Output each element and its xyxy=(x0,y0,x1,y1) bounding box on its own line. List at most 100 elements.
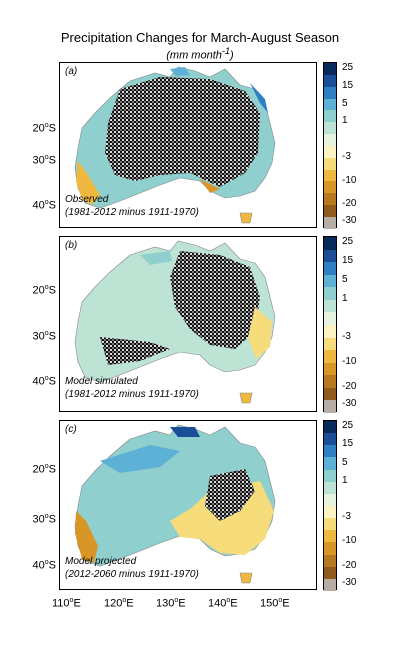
colorbar-swatch xyxy=(324,337,336,351)
colorbar-label: -20 xyxy=(342,559,357,571)
colorbar-swatch xyxy=(324,181,336,194)
colorbar-label: 5 xyxy=(342,274,348,285)
colorbar-swatch xyxy=(324,554,336,567)
colorbar-swatch xyxy=(324,530,336,543)
colorbar-swatch xyxy=(324,350,336,363)
colorbar-swatch xyxy=(324,400,336,413)
colorbar-swatch xyxy=(324,237,336,250)
colorbar-label: -3 xyxy=(342,330,351,342)
lat-label-40s: 40oS xyxy=(32,559,57,572)
panel-letter: (a) xyxy=(65,66,78,77)
lon-label-140e: 140oE xyxy=(208,597,238,610)
colorbar-label: -3 xyxy=(342,511,351,523)
lat-label-20s: 20oS xyxy=(32,122,57,135)
drying-region xyxy=(200,179,220,193)
colorbar-swatch xyxy=(324,249,336,263)
colorbar-swatch xyxy=(324,375,336,388)
colorbar-swatch xyxy=(324,157,336,170)
lon-label-120e: 120oE xyxy=(104,597,134,610)
colorbar-label: -30 xyxy=(342,214,357,226)
colorbar-swatch xyxy=(324,169,336,182)
colorbar-swatch xyxy=(324,469,336,482)
colorbar-swatch xyxy=(324,216,336,229)
lat-label-30s: 30oS xyxy=(32,513,57,526)
colorbar-label: -20 xyxy=(342,198,357,210)
colorbar-swatch xyxy=(324,274,336,288)
colorbar-swatch xyxy=(324,362,336,376)
colorbar-label: -10 xyxy=(342,174,357,186)
colorbar-swatch xyxy=(324,287,336,300)
significance-hatching xyxy=(205,469,255,521)
significance-hatching xyxy=(170,251,260,349)
lat-label-20s: 20oS xyxy=(32,463,57,476)
colorbar-label: 1 xyxy=(342,292,348,304)
colorbar-a xyxy=(323,62,337,229)
colorbar-label: 1 xyxy=(342,474,348,486)
colorbar-swatch xyxy=(324,145,336,158)
wetting-region xyxy=(250,83,268,113)
colorbar-swatch xyxy=(324,387,336,401)
colorbar-b xyxy=(323,236,337,413)
colorbar-swatch xyxy=(324,578,336,591)
colorbar-swatch xyxy=(324,445,336,458)
colorbar-swatch xyxy=(324,421,336,434)
colorbar-label: 5 xyxy=(342,97,348,109)
figure-title: Precipitation Changes for March-August S… xyxy=(60,30,340,45)
colorbar-label: 1 xyxy=(342,115,348,127)
colorbar-swatch xyxy=(324,505,336,519)
significance-hatching xyxy=(100,337,170,365)
colorbar-swatch xyxy=(324,74,336,87)
figure-units: (mm month-1) xyxy=(166,46,234,62)
wetting-region xyxy=(170,67,190,76)
colorbar-swatch xyxy=(324,542,336,555)
wetting-region xyxy=(100,445,180,473)
panel-caption: Model projected (2012-2060 minus 1911-19… xyxy=(65,556,199,580)
colorbar-label: -10 xyxy=(342,355,357,367)
colorbar-swatch xyxy=(324,433,336,446)
colorbar-swatch xyxy=(324,205,336,217)
tasmania xyxy=(239,212,253,224)
lon-label-130e: 130oE xyxy=(156,597,186,610)
colorbar-swatch xyxy=(324,98,336,111)
colorbar-swatch xyxy=(324,493,336,506)
colorbar-label: -10 xyxy=(342,535,357,547)
colorbar-swatch xyxy=(324,324,336,338)
wetting-region xyxy=(140,251,172,265)
tasmania xyxy=(239,572,253,584)
colorbar-label: 25 xyxy=(342,420,354,432)
lon-label-150e: 150oE xyxy=(260,597,290,610)
colorbar-swatch xyxy=(324,481,336,494)
colorbar-swatch xyxy=(324,110,336,123)
colorbar-label: 15 xyxy=(342,438,354,450)
australia-map-b xyxy=(74,240,276,404)
lat-label-20s: 20oS xyxy=(32,284,57,297)
panel-letter: (b) xyxy=(65,240,78,251)
australia-map-a xyxy=(74,66,276,224)
colorbar-label: 25 xyxy=(342,61,354,73)
panel-caption: Observed (1981-2012 minus 1911-1970) xyxy=(65,194,199,218)
lat-label-30s: 30oS xyxy=(32,330,57,343)
colorbar-label: 15 xyxy=(342,255,354,267)
wetting-region xyxy=(170,427,200,437)
tasmania xyxy=(239,392,253,404)
colorbar-swatch xyxy=(324,566,336,579)
colorbar-label: -20 xyxy=(342,380,357,392)
colorbar-c xyxy=(323,420,337,591)
colorbar-swatch xyxy=(324,122,336,135)
colorbar-label: 5 xyxy=(342,456,348,468)
colorbar-swatch xyxy=(324,299,336,313)
map-panel-a: (a) Observed (1981-2012 minus 1911-1970) xyxy=(59,62,317,228)
colorbar-swatch xyxy=(324,457,336,470)
lat-label-40s: 40oS xyxy=(32,199,57,212)
colorbar-label: -30 xyxy=(342,398,357,410)
drying-region xyxy=(76,161,100,205)
drying-region xyxy=(248,307,272,359)
lat-label-30s: 30oS xyxy=(32,154,57,167)
colorbar-label: -30 xyxy=(342,576,357,588)
colorbar-swatch xyxy=(324,63,336,75)
colorbar-swatch xyxy=(324,312,336,325)
colorbar-swatch xyxy=(324,193,336,206)
colorbar-swatch xyxy=(324,134,336,146)
panel-caption: Model simulated (1981-2012 minus 1911-19… xyxy=(65,376,199,400)
map-panel-c: (c) Model projected (2012-2060 minus 191… xyxy=(59,420,317,590)
